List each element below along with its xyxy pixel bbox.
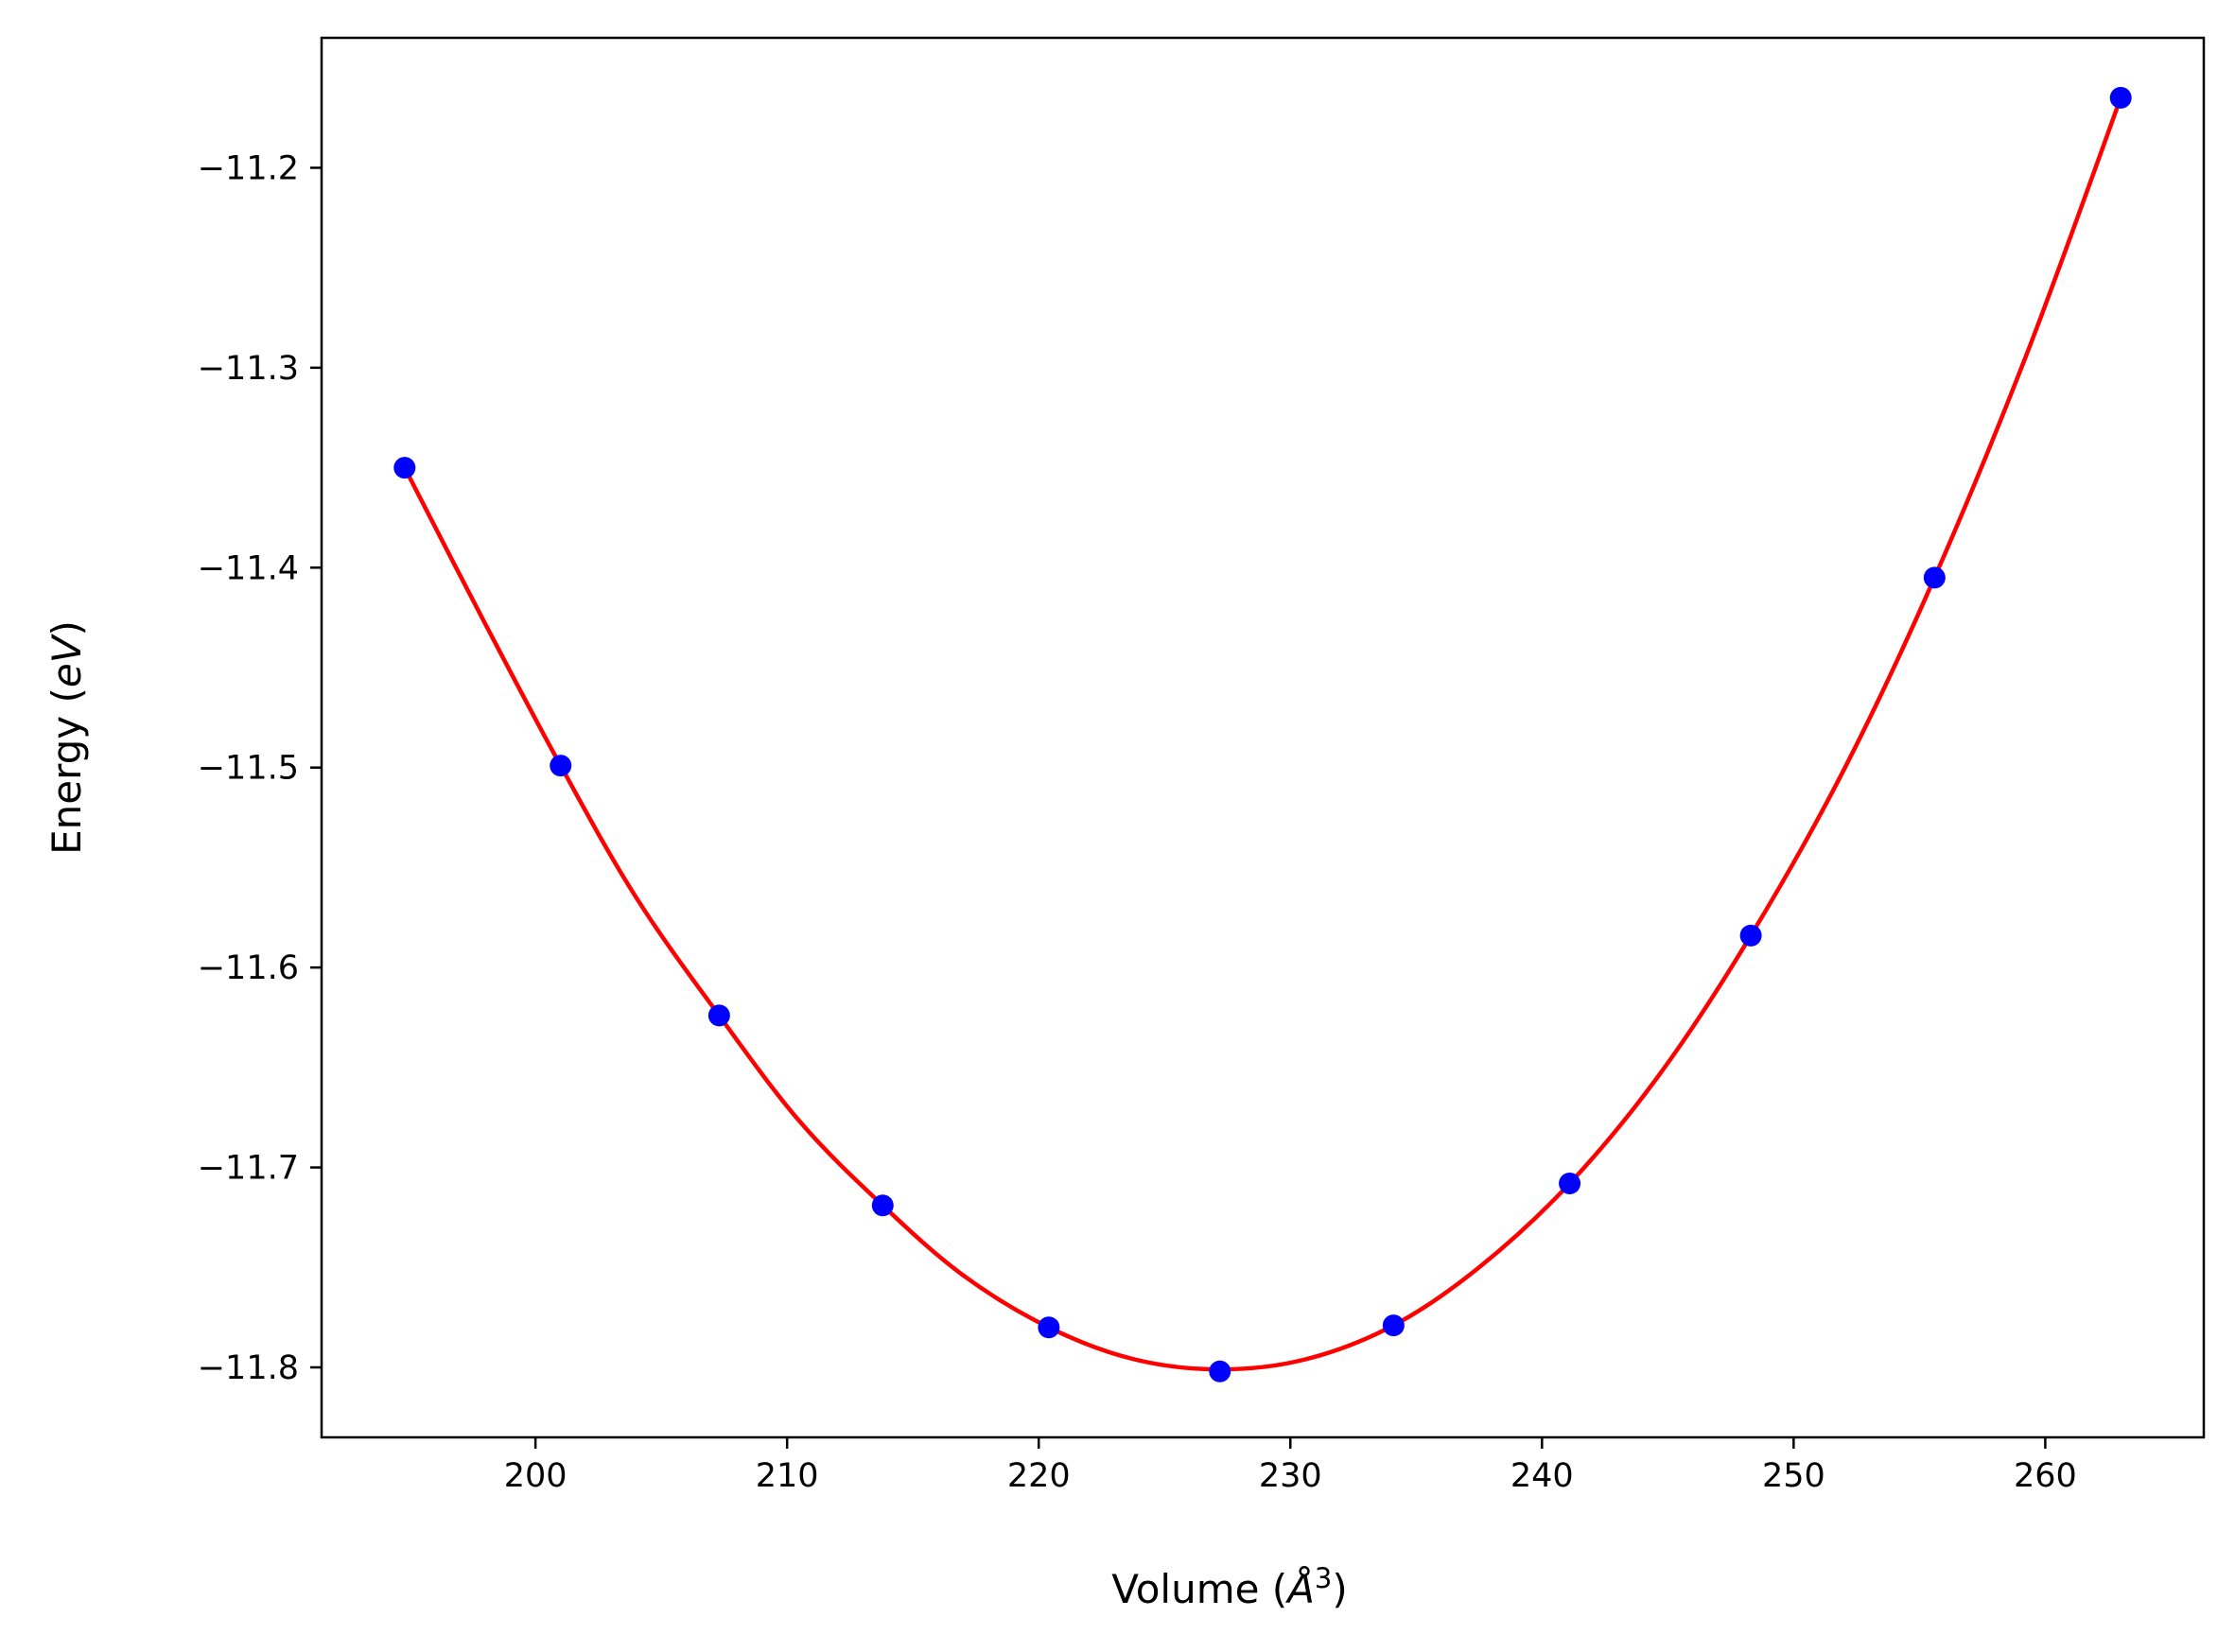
data-point	[1382, 1314, 1405, 1337]
data-point	[1209, 1360, 1231, 1382]
x-tick-label: 230	[1259, 1457, 1322, 1495]
y-tick-label: −11.8	[198, 1349, 299, 1387]
x-tick-label: 220	[1007, 1457, 1071, 1495]
x-tick-label: 240	[1510, 1457, 1574, 1495]
data-point	[1739, 924, 1762, 947]
y-tick-label: −11.2	[198, 149, 299, 187]
data-point	[707, 1004, 730, 1027]
data-point	[550, 755, 572, 777]
x-tick-label: 250	[1762, 1457, 1825, 1495]
y-tick-label: −11.4	[198, 549, 299, 587]
data-point	[1559, 1172, 1581, 1194]
x-axis-label: Volume (Å3)	[1111, 1562, 1348, 1612]
fit-curve-line	[402, 96, 2123, 1372]
data-point	[1923, 566, 1946, 589]
x-tick-label: 260	[2014, 1457, 2077, 1495]
y-tick-label: −11.5	[198, 750, 299, 788]
y-tick-label: −11.7	[198, 1150, 299, 1188]
data-point	[2109, 86, 2132, 109]
y-tick-label: −11.3	[198, 350, 299, 388]
y-axis-label: Energy (eV)	[44, 620, 90, 855]
data-point	[871, 1194, 894, 1217]
x-tick-label: 200	[504, 1457, 567, 1495]
data-point	[393, 457, 416, 479]
plot-frame	[320, 36, 2206, 1439]
y-axis: −11.2 −11.3 −11.4 −11.5 −11.6 −11.7 −11.8	[198, 149, 322, 1387]
x-axis: 200 210 220 230 240 250 260	[504, 1437, 2077, 1495]
data-point	[1038, 1316, 1060, 1339]
x-tick-label: 210	[756, 1457, 819, 1495]
y-tick-label: −11.6	[198, 949, 299, 987]
